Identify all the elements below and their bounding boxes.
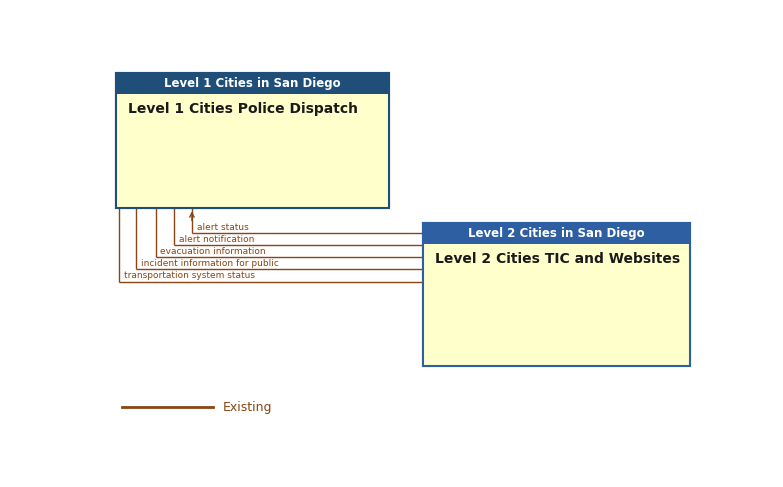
Text: transportation system status: transportation system status	[124, 271, 255, 281]
Bar	[423, 224, 690, 366]
Bar	[423, 244, 690, 366]
Text: Level 2 Cities TIC and Websites: Level 2 Cities TIC and Websites	[435, 252, 680, 265]
Bar	[116, 74, 389, 208]
Text: Existing: Existing	[222, 401, 272, 413]
Text: incident information for public: incident information for public	[141, 259, 279, 268]
Bar	[423, 224, 690, 366]
Text: Level 1 Cities Police Dispatch: Level 1 Cities Police Dispatch	[128, 102, 358, 115]
Text: alert notification: alert notification	[179, 235, 254, 244]
Text: Level 1 Cities in San Diego: Level 1 Cities in San Diego	[164, 77, 341, 90]
Bar	[116, 94, 389, 208]
Text: Level 2 Cities in San Diego: Level 2 Cities in San Diego	[467, 227, 644, 240]
Bar	[116, 74, 389, 94]
Bar	[116, 74, 389, 208]
Text: evacuation information: evacuation information	[161, 247, 266, 256]
Text: alert status: alert status	[197, 223, 248, 232]
Bar	[423, 224, 690, 244]
